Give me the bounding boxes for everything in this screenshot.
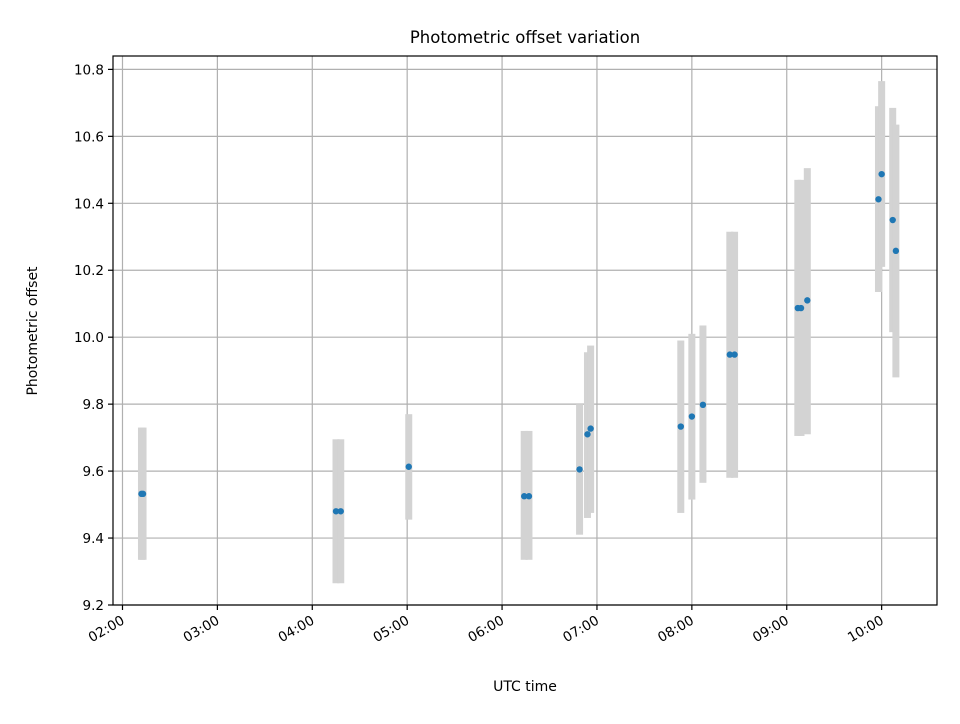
y-tick-label: 10.2: [74, 263, 104, 279]
data-point: [521, 493, 528, 500]
y-tick-label: 10.6: [74, 129, 104, 145]
data-point: [337, 508, 344, 515]
data-point: [688, 413, 696, 420]
x-axis-label: UTC time: [493, 679, 557, 695]
data-point: [332, 508, 340, 515]
y-tick-label: 9.2: [83, 598, 104, 614]
chart-title: Photometric offset variation: [410, 28, 640, 47]
data-point: [584, 431, 591, 438]
data-point: [139, 490, 147, 498]
data-point: [587, 425, 594, 432]
data-point: [804, 297, 811, 304]
data-point: [797, 304, 805, 312]
data-point: [875, 196, 882, 203]
data-point: [878, 170, 885, 178]
y-tick-label: 10.8: [74, 62, 104, 78]
y-tick-label: 9.4: [83, 531, 104, 547]
data-point: [699, 401, 707, 409]
y-tick-label: 10.0: [74, 330, 104, 346]
data-points: [138, 170, 900, 515]
y-axis-label: Photometric offset: [25, 266, 41, 396]
data-point: [889, 216, 896, 224]
data-point: [892, 247, 900, 255]
data-point: [576, 466, 583, 473]
plot-area-frame: [112, 55, 938, 606]
data-point: [677, 423, 684, 430]
data-point: [726, 351, 734, 358]
y-tick-label: 9.8: [83, 397, 104, 413]
data-point: [525, 493, 533, 500]
y-tick-label: 9.6: [83, 464, 104, 480]
data-point: [731, 351, 738, 358]
data-point: [405, 463, 412, 470]
y-tick-label: 10.4: [74, 196, 104, 212]
